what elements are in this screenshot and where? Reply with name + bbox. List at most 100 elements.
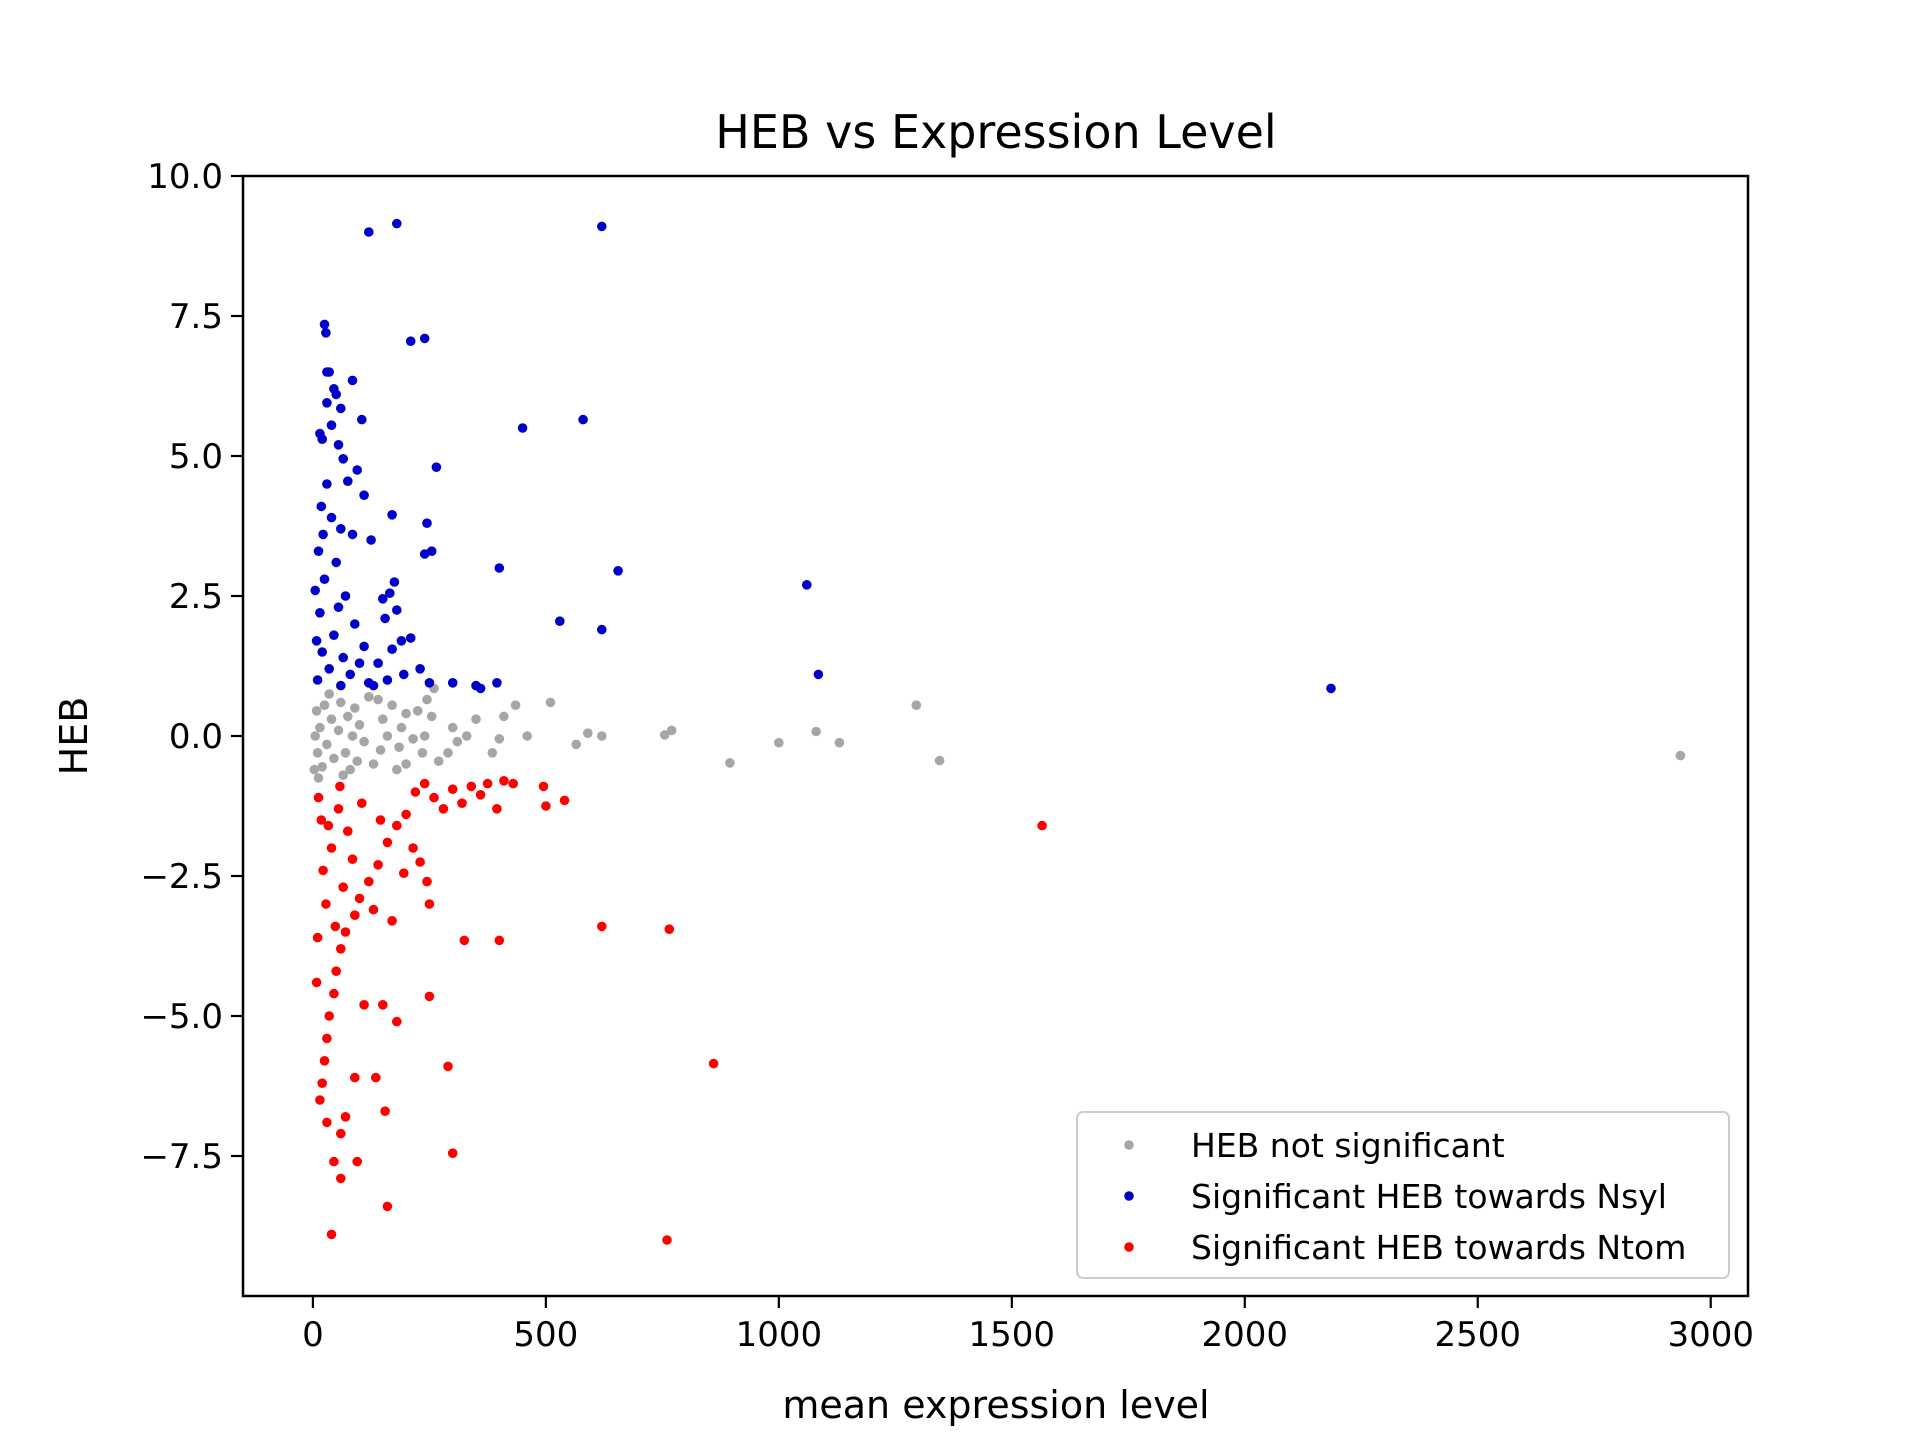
data-point-series-1 <box>338 652 349 663</box>
data-point-series-0 <box>326 714 337 724</box>
data-point-series-0 <box>433 756 444 766</box>
data-point-series-1 <box>329 630 339 640</box>
data-point-series-0 <box>934 755 945 766</box>
data-point-series-2 <box>541 801 551 811</box>
data-point-series-1 <box>324 664 335 674</box>
data-point-series-1 <box>322 398 332 408</box>
data-point-series-1 <box>597 221 607 232</box>
data-point-series-2 <box>559 795 570 806</box>
data-point-series-2 <box>323 820 334 831</box>
data-point-series-2 <box>408 843 418 853</box>
data-point-series-1 <box>336 403 346 414</box>
data-point-series-0 <box>338 770 349 780</box>
data-point-series-2 <box>475 790 486 800</box>
y-tick-label: −2.5 <box>140 857 223 897</box>
data-point-series-0 <box>324 689 335 699</box>
data-point-series-0 <box>387 700 397 710</box>
data-point-series-2 <box>401 809 411 820</box>
data-point-series-2 <box>315 1095 325 1105</box>
data-point-series-1 <box>326 420 337 431</box>
data-point-series-2 <box>429 792 439 803</box>
data-point-series-1 <box>364 227 374 237</box>
data-point-series-0 <box>725 758 735 768</box>
data-point-series-2 <box>466 781 477 792</box>
data-point-series-2 <box>597 921 607 932</box>
data-point-series-2 <box>335 781 345 792</box>
data-point-series-0 <box>545 697 556 708</box>
data-point-series-2 <box>1037 820 1047 831</box>
data-point-series-0 <box>378 714 388 724</box>
data-point-series-1 <box>389 577 400 587</box>
data-point-series-1 <box>431 462 442 473</box>
data-point-series-0 <box>396 722 407 733</box>
data-point-series-2 <box>368 904 379 915</box>
data-point-series-2 <box>662 1235 672 1245</box>
data-point-series-1 <box>340 591 351 601</box>
data-point-series-0 <box>309 764 320 775</box>
data-point-series-0 <box>461 731 472 741</box>
data-point-series-0 <box>359 736 369 747</box>
data-point-series-2 <box>324 1011 335 1021</box>
data-point-series-1 <box>475 683 486 694</box>
data-point-series-2 <box>326 1229 337 1240</box>
y-tick-label: 2.5 <box>169 577 223 617</box>
data-point-series-2 <box>708 1058 719 1069</box>
data-point-series-1 <box>313 546 324 556</box>
data-point-series-0 <box>494 734 505 744</box>
data-point-series-2 <box>336 1128 346 1139</box>
y-axis: −7.5 −5.0 −2.5 0.0 2.5 5.0 7.5 10.0 <box>140 157 243 1177</box>
data-point-series-2 <box>508 778 518 789</box>
data-point-series-2 <box>322 1117 332 1128</box>
data-point-series-2 <box>373 860 383 870</box>
data-point-series-0 <box>417 748 428 758</box>
legend-frame <box>1076 1111 1730 1279</box>
data-point-series-1 <box>405 336 416 347</box>
data-point-series-1 <box>321 328 331 338</box>
data-point-series-1 <box>343 476 353 487</box>
data-point-series-1 <box>322 479 332 489</box>
data-point-series-2 <box>494 935 505 946</box>
data-point-series-1 <box>345 669 356 680</box>
y-tick-label: 0.0 <box>169 717 223 757</box>
y-tick-label: 10.0 <box>147 157 223 197</box>
legend-marker-series-2 <box>1124 1242 1134 1252</box>
data-point-series-1 <box>324 367 335 377</box>
data-point-series-2 <box>380 1106 390 1116</box>
data-point-series-0 <box>774 737 784 748</box>
data-point-series-0 <box>329 753 339 764</box>
data-point-series-2 <box>375 815 386 825</box>
data-point-series-0 <box>911 700 922 710</box>
data-point-series-0 <box>422 694 432 705</box>
data-point-series-0 <box>443 748 453 758</box>
legend-marker-series-1 <box>1124 1191 1134 1201</box>
data-point-series-2 <box>311 977 322 988</box>
data-point-series-1 <box>387 644 397 654</box>
data-point-series-1 <box>555 616 565 626</box>
data-point-series-1 <box>357 414 367 425</box>
data-point-series-1 <box>392 605 402 615</box>
x-axis: 0 500 1000 1500 2000 2500 3000 <box>302 1296 1754 1355</box>
y-axis-title: HEB <box>52 697 96 776</box>
data-point-series-2 <box>319 1056 330 1066</box>
data-point-series-0 <box>597 731 607 741</box>
data-point-series-0 <box>522 731 532 741</box>
data-point-series-0 <box>401 759 411 769</box>
data-point-series-0 <box>811 726 821 737</box>
data-point-series-0 <box>352 756 363 766</box>
data-point-series-1 <box>802 580 812 590</box>
data-point-series-1 <box>354 658 365 668</box>
data-point-series-0 <box>571 739 581 750</box>
data-point-series-1 <box>597 624 607 635</box>
data-point-series-2 <box>322 1033 332 1044</box>
data-point-series-1 <box>331 389 342 400</box>
data-point-series-2 <box>410 787 421 797</box>
x-tick-label: 1000 <box>736 1315 823 1355</box>
data-point-series-2 <box>340 1112 351 1122</box>
data-point-series-1 <box>419 549 430 559</box>
data-point-series-1 <box>424 678 435 688</box>
data-point-series-2 <box>392 1016 402 1027</box>
data-point-series-0 <box>347 731 358 741</box>
chart-title: HEB vs Expression Level <box>715 105 1276 159</box>
data-point-series-0 <box>345 764 356 775</box>
